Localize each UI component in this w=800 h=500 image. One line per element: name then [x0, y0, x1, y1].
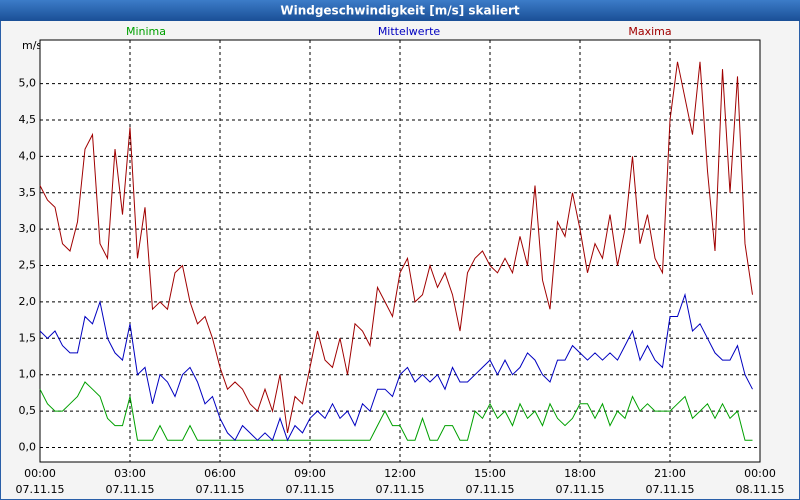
x-tick-date: 08.11.15 [736, 483, 785, 496]
y-tick-label: 2,0 [19, 295, 37, 308]
y-tick-label: 0,5 [19, 404, 37, 417]
x-tick-label: 18:00 [564, 467, 596, 480]
series-line [39, 292, 753, 442]
y-tick-label: 5,0 [19, 77, 37, 90]
legend-label: Maxima [628, 25, 671, 38]
x-tick-label: 03:00 [114, 467, 146, 480]
x-tick-label: 21:00 [654, 467, 686, 480]
x-tick-date: 07.11.15 [376, 483, 425, 496]
legend-label: Minima [126, 25, 166, 38]
x-tick-label: 06:00 [204, 467, 236, 480]
x-tick-label: 12:00 [384, 467, 416, 480]
chart-title: Windgeschwindigkeit [m/s] skaliert [280, 4, 520, 18]
series-line [39, 61, 753, 434]
legend-label: Mittelwerte [378, 25, 441, 38]
x-tick-date: 07.11.15 [286, 483, 335, 496]
y-tick-label: 4,5 [19, 113, 37, 126]
x-tick-date: 07.11.15 [196, 483, 245, 496]
y-tick-label: 3,0 [19, 222, 37, 235]
y-tick-label: 2,5 [19, 259, 37, 272]
y-tick-label: 3,5 [19, 186, 37, 199]
x-tick-label: 00:00 [744, 467, 776, 480]
y-axis-label: m/s [22, 39, 42, 52]
x-tick-label: 15:00 [474, 467, 506, 480]
x-tick-label: 00:00 [24, 467, 56, 480]
y-tick-label: 0,0 [19, 440, 37, 453]
x-tick-date: 07.11.15 [646, 483, 695, 496]
x-tick-date: 07.11.15 [16, 483, 65, 496]
series-line [39, 381, 753, 441]
x-tick-label: 09:00 [294, 467, 326, 480]
x-tick-date: 07.11.15 [106, 483, 155, 496]
x-tick-date: 07.11.15 [466, 483, 515, 496]
title-bar [0, 0, 800, 21]
y-tick-label: 1,0 [19, 368, 37, 381]
y-tick-label: 4,0 [19, 149, 37, 162]
x-tick-date: 07.11.15 [556, 483, 605, 496]
y-tick-label: 1,5 [19, 331, 37, 344]
